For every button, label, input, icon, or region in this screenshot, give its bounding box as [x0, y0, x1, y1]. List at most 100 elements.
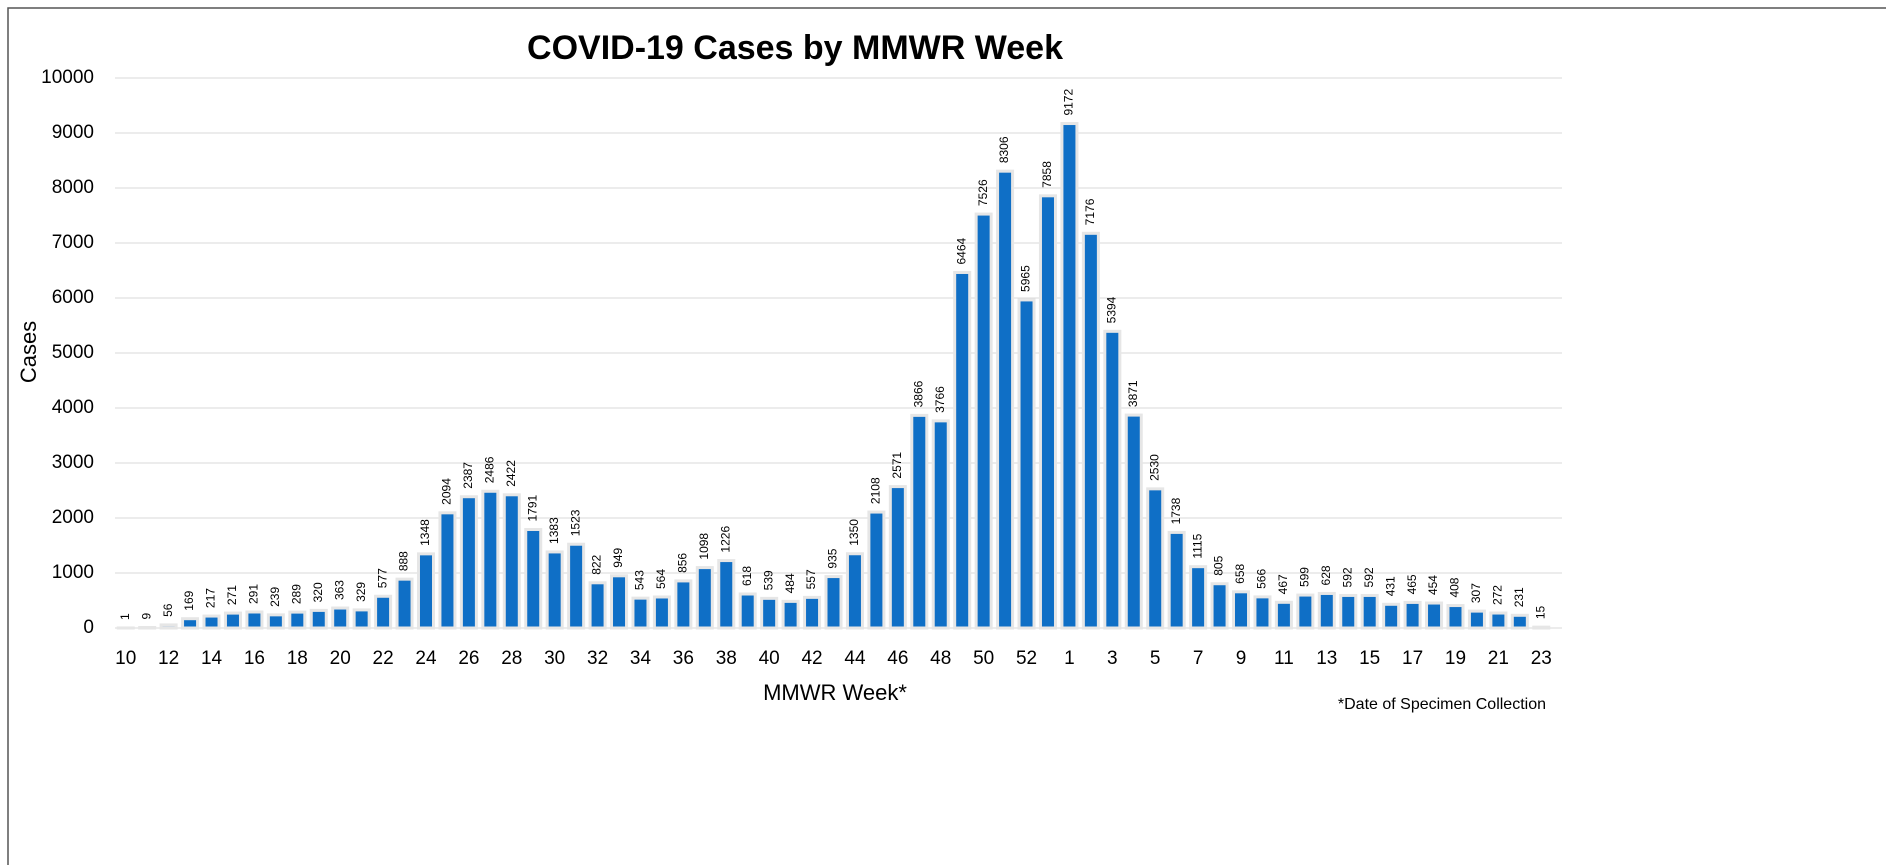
x-tick-label: 30	[544, 648, 565, 669]
x-tick-label: 17	[1402, 648, 1423, 669]
value-label: 1791	[525, 494, 539, 521]
x-tick-label: 1	[1064, 648, 1075, 669]
bar	[845, 552, 864, 630]
value-label: 2571	[890, 452, 904, 479]
value-label: 1738	[1169, 497, 1183, 524]
bar	[309, 608, 328, 630]
value-label: 408	[1448, 577, 1462, 597]
x-tick-label: 24	[415, 648, 437, 669]
x-tick-label: 38	[716, 648, 737, 669]
x-tick-label: 21	[1488, 648, 1509, 669]
value-label: 289	[289, 584, 303, 604]
value-label: 935	[826, 548, 840, 568]
value-label: 822	[590, 554, 604, 574]
bar	[266, 613, 285, 630]
bar	[545, 550, 564, 630]
value-label: 1348	[418, 519, 432, 546]
bar	[1317, 591, 1336, 630]
value-label: 2422	[504, 460, 518, 487]
x-tick-label: 50	[973, 648, 994, 669]
value-label: 6464	[954, 237, 968, 264]
value-label: 9172	[1062, 89, 1076, 116]
value-label: 2108	[869, 477, 883, 504]
value-label: 3866	[911, 380, 925, 407]
x-tick-label: 5	[1150, 648, 1161, 669]
value-label: 8306	[997, 136, 1011, 163]
value-label: 949	[611, 547, 625, 567]
value-label: 5394	[1104, 296, 1118, 323]
bar	[1146, 487, 1165, 630]
chart-title: COVID-19 Cases by MMWR Week	[527, 29, 1063, 67]
bar	[245, 610, 264, 630]
bar	[438, 511, 457, 630]
bar	[1103, 329, 1122, 630]
bar	[652, 595, 671, 630]
bar	[1382, 602, 1401, 630]
bar	[331, 606, 350, 630]
y-axis-title: Cases	[16, 321, 41, 383]
bar	[996, 169, 1015, 630]
y-tick-label: 9000	[52, 122, 94, 143]
value-label: 169	[182, 590, 196, 610]
bar	[760, 596, 779, 630]
value-label: 3766	[933, 386, 947, 413]
value-label: 2387	[461, 462, 475, 489]
bar	[1167, 530, 1186, 630]
bar	[1467, 609, 1486, 630]
bar	[1017, 298, 1036, 630]
value-label: 7526	[976, 179, 990, 206]
value-label: 3871	[1126, 380, 1140, 407]
value-label: 592	[1362, 567, 1376, 587]
value-label: 5965	[1019, 265, 1033, 292]
x-tick-label: 48	[930, 648, 951, 669]
y-tick-label: 2000	[52, 507, 94, 528]
value-label: 320	[311, 582, 325, 602]
bar	[631, 596, 650, 630]
value-label: 805	[1212, 555, 1226, 575]
value-label: 56	[161, 603, 175, 617]
frame	[7, 7, 1886, 865]
value-label: 363	[332, 580, 346, 600]
bar	[867, 510, 886, 630]
bar	[1189, 565, 1208, 630]
bar	[1274, 600, 1293, 630]
x-tick-label: 9	[1236, 648, 1247, 669]
bar	[416, 552, 435, 630]
x-tick-label: 13	[1316, 648, 1337, 669]
bar	[1339, 593, 1358, 630]
value-label: 1115	[1190, 533, 1204, 558]
value-label: 1	[118, 613, 132, 620]
x-tick-label: 15	[1359, 648, 1380, 669]
x-tick-label: 16	[244, 648, 265, 669]
bar	[202, 614, 221, 630]
value-label: 307	[1469, 583, 1483, 603]
value-label: 484	[783, 573, 797, 593]
x-tick-label: 36	[673, 648, 694, 669]
value-label: 291	[247, 584, 261, 604]
bar	[953, 270, 972, 630]
value-label: 239	[268, 587, 282, 607]
bar	[931, 419, 950, 630]
bar	[567, 542, 586, 630]
value-label: 564	[654, 569, 668, 589]
x-tick-label: 7	[1193, 648, 1204, 669]
value-label: 272	[1491, 585, 1505, 605]
x-tick-label: 10	[115, 648, 136, 669]
x-tick-label: 42	[801, 648, 822, 669]
x-axis-title: MMWR Week*	[763, 680, 907, 705]
x-tick-label: 19	[1445, 648, 1466, 669]
value-label: 856	[676, 553, 690, 573]
x-tick-label: 44	[844, 648, 866, 669]
bar	[1253, 595, 1272, 630]
value-label: 628	[1319, 565, 1333, 585]
value-label: 467	[1276, 574, 1290, 594]
value-label: 592	[1340, 567, 1354, 587]
value-label: 431	[1383, 576, 1397, 596]
bar	[824, 575, 843, 630]
value-label: 454	[1426, 575, 1440, 595]
value-label: 658	[1233, 563, 1247, 583]
bar	[717, 559, 736, 630]
value-label: 1098	[697, 533, 711, 560]
bar	[781, 599, 800, 630]
bar	[1446, 604, 1465, 630]
